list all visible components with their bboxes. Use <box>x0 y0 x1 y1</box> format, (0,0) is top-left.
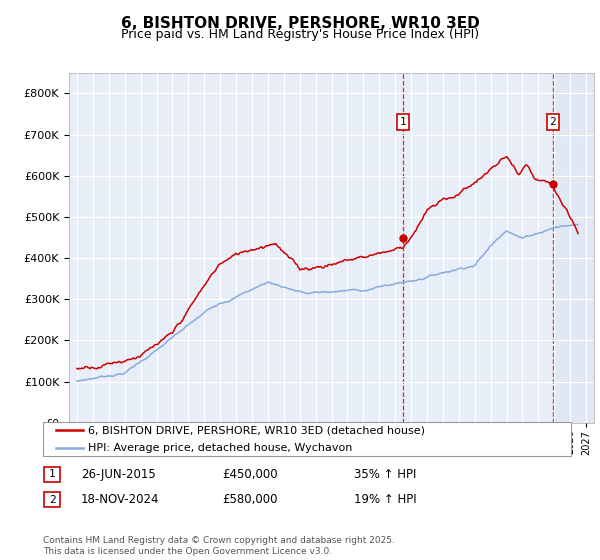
Text: 2: 2 <box>550 117 556 127</box>
Text: 35% ↑ HPI: 35% ↑ HPI <box>354 468 416 481</box>
Text: 2: 2 <box>49 494 56 505</box>
Text: 6, BISHTON DRIVE, PERSHORE, WR10 3ED: 6, BISHTON DRIVE, PERSHORE, WR10 3ED <box>121 16 479 31</box>
Text: £450,000: £450,000 <box>222 468 278 481</box>
Text: 1: 1 <box>400 117 406 127</box>
Text: Contains HM Land Registry data © Crown copyright and database right 2025.
This d: Contains HM Land Registry data © Crown c… <box>43 536 395 556</box>
Bar <box>553 73 594 423</box>
Text: 1: 1 <box>49 469 56 479</box>
FancyBboxPatch shape <box>43 422 571 456</box>
FancyBboxPatch shape <box>44 492 60 507</box>
Text: 26-JUN-2015: 26-JUN-2015 <box>81 468 156 481</box>
Text: Price paid vs. HM Land Registry's House Price Index (HPI): Price paid vs. HM Land Registry's House … <box>121 28 479 41</box>
FancyBboxPatch shape <box>44 467 60 482</box>
Text: 19% ↑ HPI: 19% ↑ HPI <box>354 493 416 506</box>
Text: 18-NOV-2024: 18-NOV-2024 <box>81 493 160 506</box>
Text: HPI: Average price, detached house, Wychavon: HPI: Average price, detached house, Wych… <box>88 443 352 452</box>
Text: 6, BISHTON DRIVE, PERSHORE, WR10 3ED (detached house): 6, BISHTON DRIVE, PERSHORE, WR10 3ED (de… <box>88 426 425 435</box>
Text: £580,000: £580,000 <box>222 493 277 506</box>
